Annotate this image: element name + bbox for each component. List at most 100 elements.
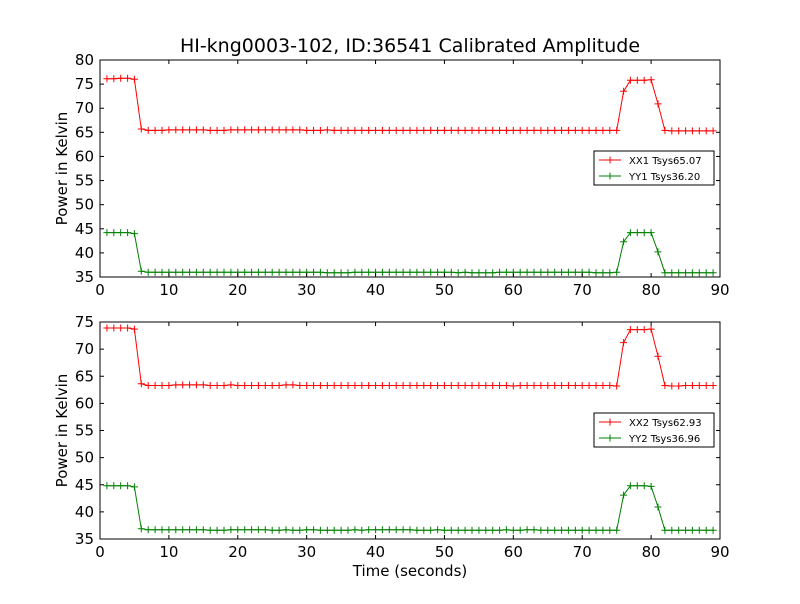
data-point xyxy=(585,268,593,276)
data-point xyxy=(165,126,173,134)
data-point xyxy=(530,382,538,389)
data-point xyxy=(599,126,607,134)
data-point xyxy=(682,127,690,135)
data-point xyxy=(447,268,455,276)
data-point xyxy=(110,229,118,237)
data-point xyxy=(434,526,442,534)
data-point xyxy=(668,127,676,135)
data-point xyxy=(117,324,125,332)
data-point xyxy=(344,126,352,134)
data-point xyxy=(461,268,469,276)
data-point xyxy=(620,339,628,347)
data-point xyxy=(599,382,607,389)
data-point xyxy=(427,526,435,534)
data-point xyxy=(654,503,662,511)
legend-label: YY1 Tsys36.20 xyxy=(628,172,700,183)
data-point xyxy=(151,526,159,534)
data-point xyxy=(626,229,634,237)
data-point xyxy=(647,325,655,333)
data-point xyxy=(516,126,524,134)
data-point xyxy=(275,268,283,276)
data-point xyxy=(282,268,290,276)
data-point xyxy=(640,326,648,334)
data-point xyxy=(571,526,579,534)
data-point xyxy=(702,127,710,135)
data-point xyxy=(385,126,393,134)
data-point xyxy=(668,382,676,390)
data-point xyxy=(241,268,249,276)
data-point xyxy=(496,268,504,276)
data-point xyxy=(323,269,331,277)
data-point xyxy=(303,526,311,534)
data-point xyxy=(206,526,214,534)
data-point xyxy=(633,326,641,334)
data-point xyxy=(172,126,180,134)
data-point xyxy=(544,268,552,276)
data-point xyxy=(571,268,579,276)
data-point xyxy=(330,126,338,134)
data-point xyxy=(564,526,572,534)
data-point xyxy=(179,381,187,389)
data-point xyxy=(523,382,531,389)
data-point xyxy=(620,238,628,246)
data-point xyxy=(420,382,428,389)
data-point xyxy=(537,526,545,534)
x-tick-label: 80 xyxy=(642,281,661,299)
data-point xyxy=(592,382,600,389)
series-line xyxy=(106,485,714,531)
data-point xyxy=(558,126,566,134)
y-tick-label: 60 xyxy=(75,394,94,412)
legend-box xyxy=(593,412,715,448)
data-point xyxy=(502,382,510,389)
data-point xyxy=(440,126,448,134)
data-point xyxy=(303,382,311,389)
data-point xyxy=(213,526,221,534)
data-point xyxy=(392,382,400,389)
data-point xyxy=(688,127,696,135)
data-point xyxy=(709,526,717,534)
data-point xyxy=(626,76,634,84)
data-point xyxy=(420,126,428,134)
data-point xyxy=(316,382,324,389)
data-point xyxy=(668,269,676,277)
panel-1: 0 10 20 30 40 50 60 70 80 90 35 40 45 50 55 60 65 70 75 80 P… xyxy=(53,51,730,299)
data-point xyxy=(323,526,331,534)
data-point xyxy=(234,126,242,134)
data-point xyxy=(523,526,531,534)
data-point xyxy=(544,526,552,534)
y-tick-label: 50 xyxy=(75,449,94,467)
data-point xyxy=(647,482,655,490)
data-point xyxy=(564,126,572,134)
data-point xyxy=(220,268,228,276)
y-tick-label: 45 xyxy=(75,220,94,238)
data-point xyxy=(351,268,359,276)
data-point xyxy=(103,75,111,83)
x-axis-label: Time (seconds) xyxy=(352,562,468,580)
data-point xyxy=(537,126,545,134)
data-point xyxy=(144,382,152,389)
data-point xyxy=(337,526,345,534)
data-point xyxy=(496,526,504,534)
x-tick-label: 40 xyxy=(366,281,385,299)
legend-marker xyxy=(606,434,614,442)
data-point xyxy=(661,126,669,134)
data-point xyxy=(661,526,669,534)
data-point xyxy=(592,126,600,134)
data-point xyxy=(682,526,690,534)
data-point xyxy=(682,382,690,389)
data-point xyxy=(165,382,173,389)
data-point xyxy=(475,126,483,134)
data-point xyxy=(509,126,517,134)
data-point xyxy=(110,75,118,83)
data-point xyxy=(144,526,152,534)
y-tick-label: 35 xyxy=(75,268,94,286)
data-point xyxy=(378,268,386,276)
data-point xyxy=(365,382,373,389)
data-point xyxy=(675,127,683,135)
data-point xyxy=(227,126,235,134)
data-point xyxy=(571,126,579,134)
data-point xyxy=(454,526,462,534)
data-point xyxy=(179,526,187,534)
data-point xyxy=(268,268,276,276)
